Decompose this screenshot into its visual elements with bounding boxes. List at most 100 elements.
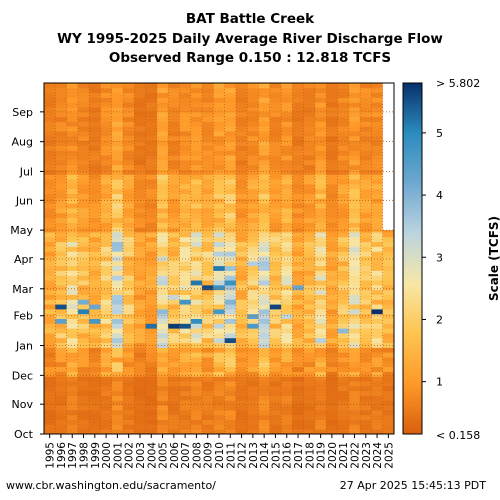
heat-cell: [66, 313, 79, 319]
heat-cell: [66, 193, 79, 199]
heat-cell: [360, 390, 372, 396]
heat-cell: [337, 294, 350, 300]
heat-cell: [100, 97, 113, 103]
heat-cell: [123, 400, 135, 406]
heat-cell: [44, 265, 56, 271]
heat-cell: [247, 107, 259, 113]
heat-cell: [269, 236, 282, 243]
heat-cell: [168, 251, 180, 257]
heat-cell: [371, 323, 384, 329]
heat-cell: [89, 347, 101, 353]
heat-cell: [247, 313, 259, 319]
heat-cell: [44, 405, 56, 411]
heat-cell: [44, 188, 56, 194]
heat-cell: [134, 116, 146, 122]
heat-cell: [303, 323, 316, 329]
heat-cell: [44, 121, 56, 127]
heat-cell: [179, 222, 192, 228]
x-tick-label: 2003: [135, 442, 147, 469]
heat-cell: [100, 376, 113, 382]
heat-cell: [382, 308, 395, 315]
heat-cell: [314, 150, 327, 156]
heat-cell: [224, 419, 237, 425]
heat-cell: [190, 424, 203, 430]
heat-cell: [156, 159, 169, 166]
heat-cell: [179, 385, 192, 392]
heat-cell: [190, 304, 203, 310]
source-url[interactable]: www.cbr.washington.edu/sacramento/: [6, 479, 216, 492]
heat-cell: [348, 414, 361, 420]
heat-cell: [281, 390, 293, 396]
heat-cell: [190, 111, 203, 118]
heat-cell: [111, 92, 124, 98]
heat-cell: [281, 419, 293, 425]
x-tick-label: 2008: [191, 442, 203, 469]
heat-cell: [258, 260, 271, 267]
heat-cell: [235, 198, 248, 204]
heat-cell: [190, 357, 203, 363]
heat-cell: [269, 198, 282, 204]
heat-cell: [360, 275, 372, 281]
heat-cell: [156, 222, 169, 228]
colorbar: [402, 82, 423, 435]
heat-cell: [213, 198, 225, 204]
heat-cell: [326, 107, 338, 113]
heat-cell: [337, 405, 350, 411]
heat-cell: [360, 183, 372, 190]
heat-cell: [235, 217, 248, 223]
heat-cell: [202, 361, 214, 368]
heat-cell: [269, 424, 282, 430]
heat-cell: [168, 169, 180, 175]
heat-cell: [247, 251, 259, 257]
heat-cell: [190, 145, 203, 151]
heat-cell: [77, 299, 90, 305]
heat-cell: [89, 111, 101, 118]
heat-cell: [281, 260, 293, 267]
heat-cell: [247, 135, 259, 142]
heat-cell: [100, 208, 113, 214]
heat-cell: [303, 212, 316, 219]
heat-cell: [145, 357, 158, 363]
heat-cell: [371, 126, 384, 132]
heat-cell: [303, 270, 316, 276]
heat-cell: [44, 376, 56, 382]
heat-cell: [134, 174, 146, 180]
heat-cell: [292, 284, 304, 291]
heat-cell: [179, 381, 192, 387]
heat-cell: [123, 203, 135, 209]
heat-cell: [66, 179, 79, 185]
x-tick-label: 2004: [146, 442, 158, 469]
heat-cell: [55, 193, 67, 199]
heat-cell: [123, 357, 135, 363]
heat-cell: [382, 390, 395, 396]
heat-cell: [202, 116, 214, 122]
heat-cell: [337, 280, 350, 286]
heat-cell: [156, 179, 169, 185]
heat-cell: [44, 260, 56, 267]
heat-cell: [66, 361, 79, 368]
heat-cell: [77, 107, 90, 113]
heat-cell: [348, 400, 361, 406]
heat-cell: [235, 92, 248, 98]
heat-cell: [145, 135, 158, 142]
heat-cell: [314, 87, 327, 94]
heat-cell: [292, 232, 304, 238]
heat-cell: [337, 174, 350, 180]
heat-cell: [89, 222, 101, 228]
heat-cell: [303, 97, 316, 103]
heat-cell: [337, 131, 350, 137]
heat-cell: [303, 208, 316, 214]
heat-cell: [156, 107, 169, 113]
heat-cell: [123, 409, 135, 416]
heat-cell: [202, 97, 214, 103]
heat-cell: [168, 414, 180, 420]
heat-cell: [348, 188, 361, 194]
heat-cell: [145, 371, 158, 377]
heat-cell: [123, 381, 135, 387]
heat-cell: [326, 395, 338, 401]
heat-cell: [168, 145, 180, 151]
heat-cell: [77, 366, 90, 372]
heat-cell: [247, 150, 259, 156]
heat-cell: [326, 304, 338, 310]
heat-cell: [156, 333, 169, 339]
